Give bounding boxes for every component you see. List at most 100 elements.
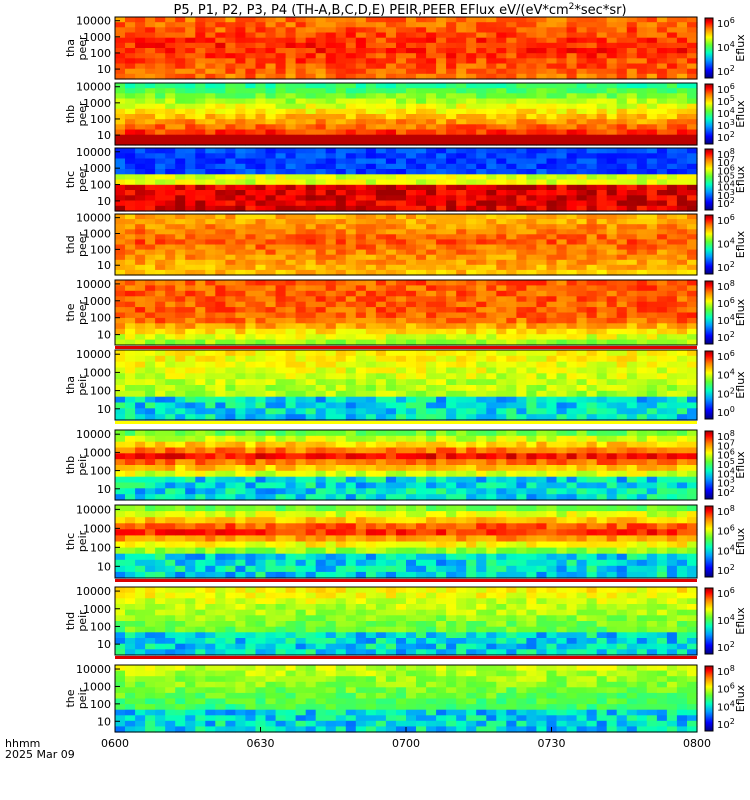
heatmap-cell — [355, 285, 367, 292]
heatmap-cell — [687, 435, 698, 443]
heatmap-cell — [225, 124, 236, 131]
heatmap-cell — [255, 174, 267, 181]
heatmap-cell — [295, 379, 307, 386]
heatmap-cell — [275, 219, 287, 225]
heatmap-cell — [355, 239, 367, 246]
heatmap-cell — [115, 17, 126, 23]
heatmap-cell — [305, 63, 317, 70]
heatmap-cell — [305, 139, 317, 146]
heatmap-cell — [195, 396, 206, 404]
heatmap-cell — [476, 379, 487, 386]
heatmap-cell — [185, 488, 196, 495]
panel-frame — [114, 349, 698, 421]
heatmap-cell — [225, 312, 236, 319]
heatmap-cell — [235, 179, 246, 186]
heatmap-cell — [556, 465, 568, 472]
heatmap-cell — [576, 296, 588, 303]
heatmap-cell — [155, 239, 166, 246]
heatmap-cell — [526, 307, 537, 314]
heatmap-cell — [676, 32, 688, 39]
heatmap-cell — [315, 163, 327, 170]
heatmap-cell — [446, 205, 457, 212]
heatmap-cell — [205, 129, 216, 136]
heatmap-cell — [596, 27, 608, 34]
colorbar-tick-label: 107 — [717, 155, 735, 169]
heatmap-cell — [636, 169, 648, 175]
heatmap-cell — [656, 285, 668, 292]
heatmap-cell — [446, 103, 457, 110]
heatmap-cell — [576, 301, 588, 308]
heatmap-cell — [586, 317, 598, 324]
heatmap-cell — [365, 494, 377, 501]
heatmap-cell — [676, 93, 688, 100]
heatmap-cell — [687, 373, 698, 380]
heatmap-cell — [365, 361, 377, 369]
heatmap-cell — [235, 224, 246, 230]
heatmap-cell — [556, 124, 568, 131]
heatmap-cell — [125, 244, 136, 251]
heatmap-cell — [566, 355, 578, 363]
heatmap-cell — [496, 169, 507, 175]
heatmap-cell — [486, 205, 497, 212]
heatmap-cell — [576, 339, 588, 346]
heatmap-cell — [385, 17, 397, 23]
heatmap-cell — [235, 249, 246, 256]
heatmap-cell — [486, 280, 497, 286]
heatmap-cell — [225, 482, 236, 489]
heatmap-cell — [375, 441, 387, 449]
heatmap-cell — [516, 350, 527, 357]
heatmap-cell — [375, 174, 387, 181]
heatmap-cell — [335, 296, 347, 303]
heatmap-cell — [476, 174, 487, 181]
panel-species-label: peir — [76, 374, 89, 396]
heatmap-cell — [426, 269, 437, 276]
heatmap-cell — [165, 174, 176, 181]
heatmap-cell — [626, 53, 638, 59]
heatmap-cell — [586, 269, 598, 276]
heatmap-cell — [486, 184, 497, 191]
heatmap-cell — [596, 307, 608, 314]
heatmap-cell — [687, 224, 698, 230]
heatmap-cell — [566, 37, 578, 44]
heatmap-cell — [305, 48, 317, 54]
heatmap-cell — [205, 482, 216, 489]
heatmap-cell — [396, 48, 407, 54]
heatmap-cell — [235, 402, 246, 409]
heatmap-cell — [275, 373, 287, 380]
heatmap-cell — [355, 22, 367, 28]
heatmap-cell — [355, 259, 367, 266]
heatmap-cell — [325, 476, 337, 484]
heatmap-cell — [335, 488, 347, 495]
heatmap-cell — [145, 73, 156, 80]
heatmap-cell — [215, 68, 226, 75]
heatmap-cell — [566, 408, 578, 415]
heatmap-cell — [666, 476, 678, 484]
heatmap-cell — [235, 269, 246, 276]
heatmap-cell — [406, 269, 417, 276]
heatmap-cell — [135, 239, 146, 246]
heatmap-cell — [265, 174, 277, 181]
heatmap-cell — [546, 179, 558, 186]
heatmap-cell — [526, 219, 537, 225]
heatmap-cell — [496, 174, 507, 181]
heatmap-cell — [295, 361, 307, 369]
heatmap-cell — [215, 334, 226, 341]
heatmap-cell — [325, 402, 337, 409]
heatmap-cell — [295, 219, 307, 225]
heatmap-cell — [576, 58, 588, 65]
heatmap-cell — [165, 139, 176, 146]
heatmap-cell — [335, 169, 347, 175]
heatmap-cell — [687, 339, 698, 346]
heatmap-cell — [446, 390, 457, 398]
heatmap-cell — [325, 139, 337, 146]
heatmap-cell — [205, 290, 216, 297]
heatmap-cell — [215, 361, 226, 369]
heatmap-cell — [466, 219, 477, 225]
heatmap-cell — [275, 229, 287, 235]
heatmap-cell — [185, 259, 196, 266]
heatmap-cell — [646, 27, 658, 34]
heatmap-cell — [255, 17, 267, 23]
heatmap-cell — [576, 361, 588, 369]
heatmap-cell — [285, 32, 297, 39]
heatmap-cell — [345, 269, 357, 276]
